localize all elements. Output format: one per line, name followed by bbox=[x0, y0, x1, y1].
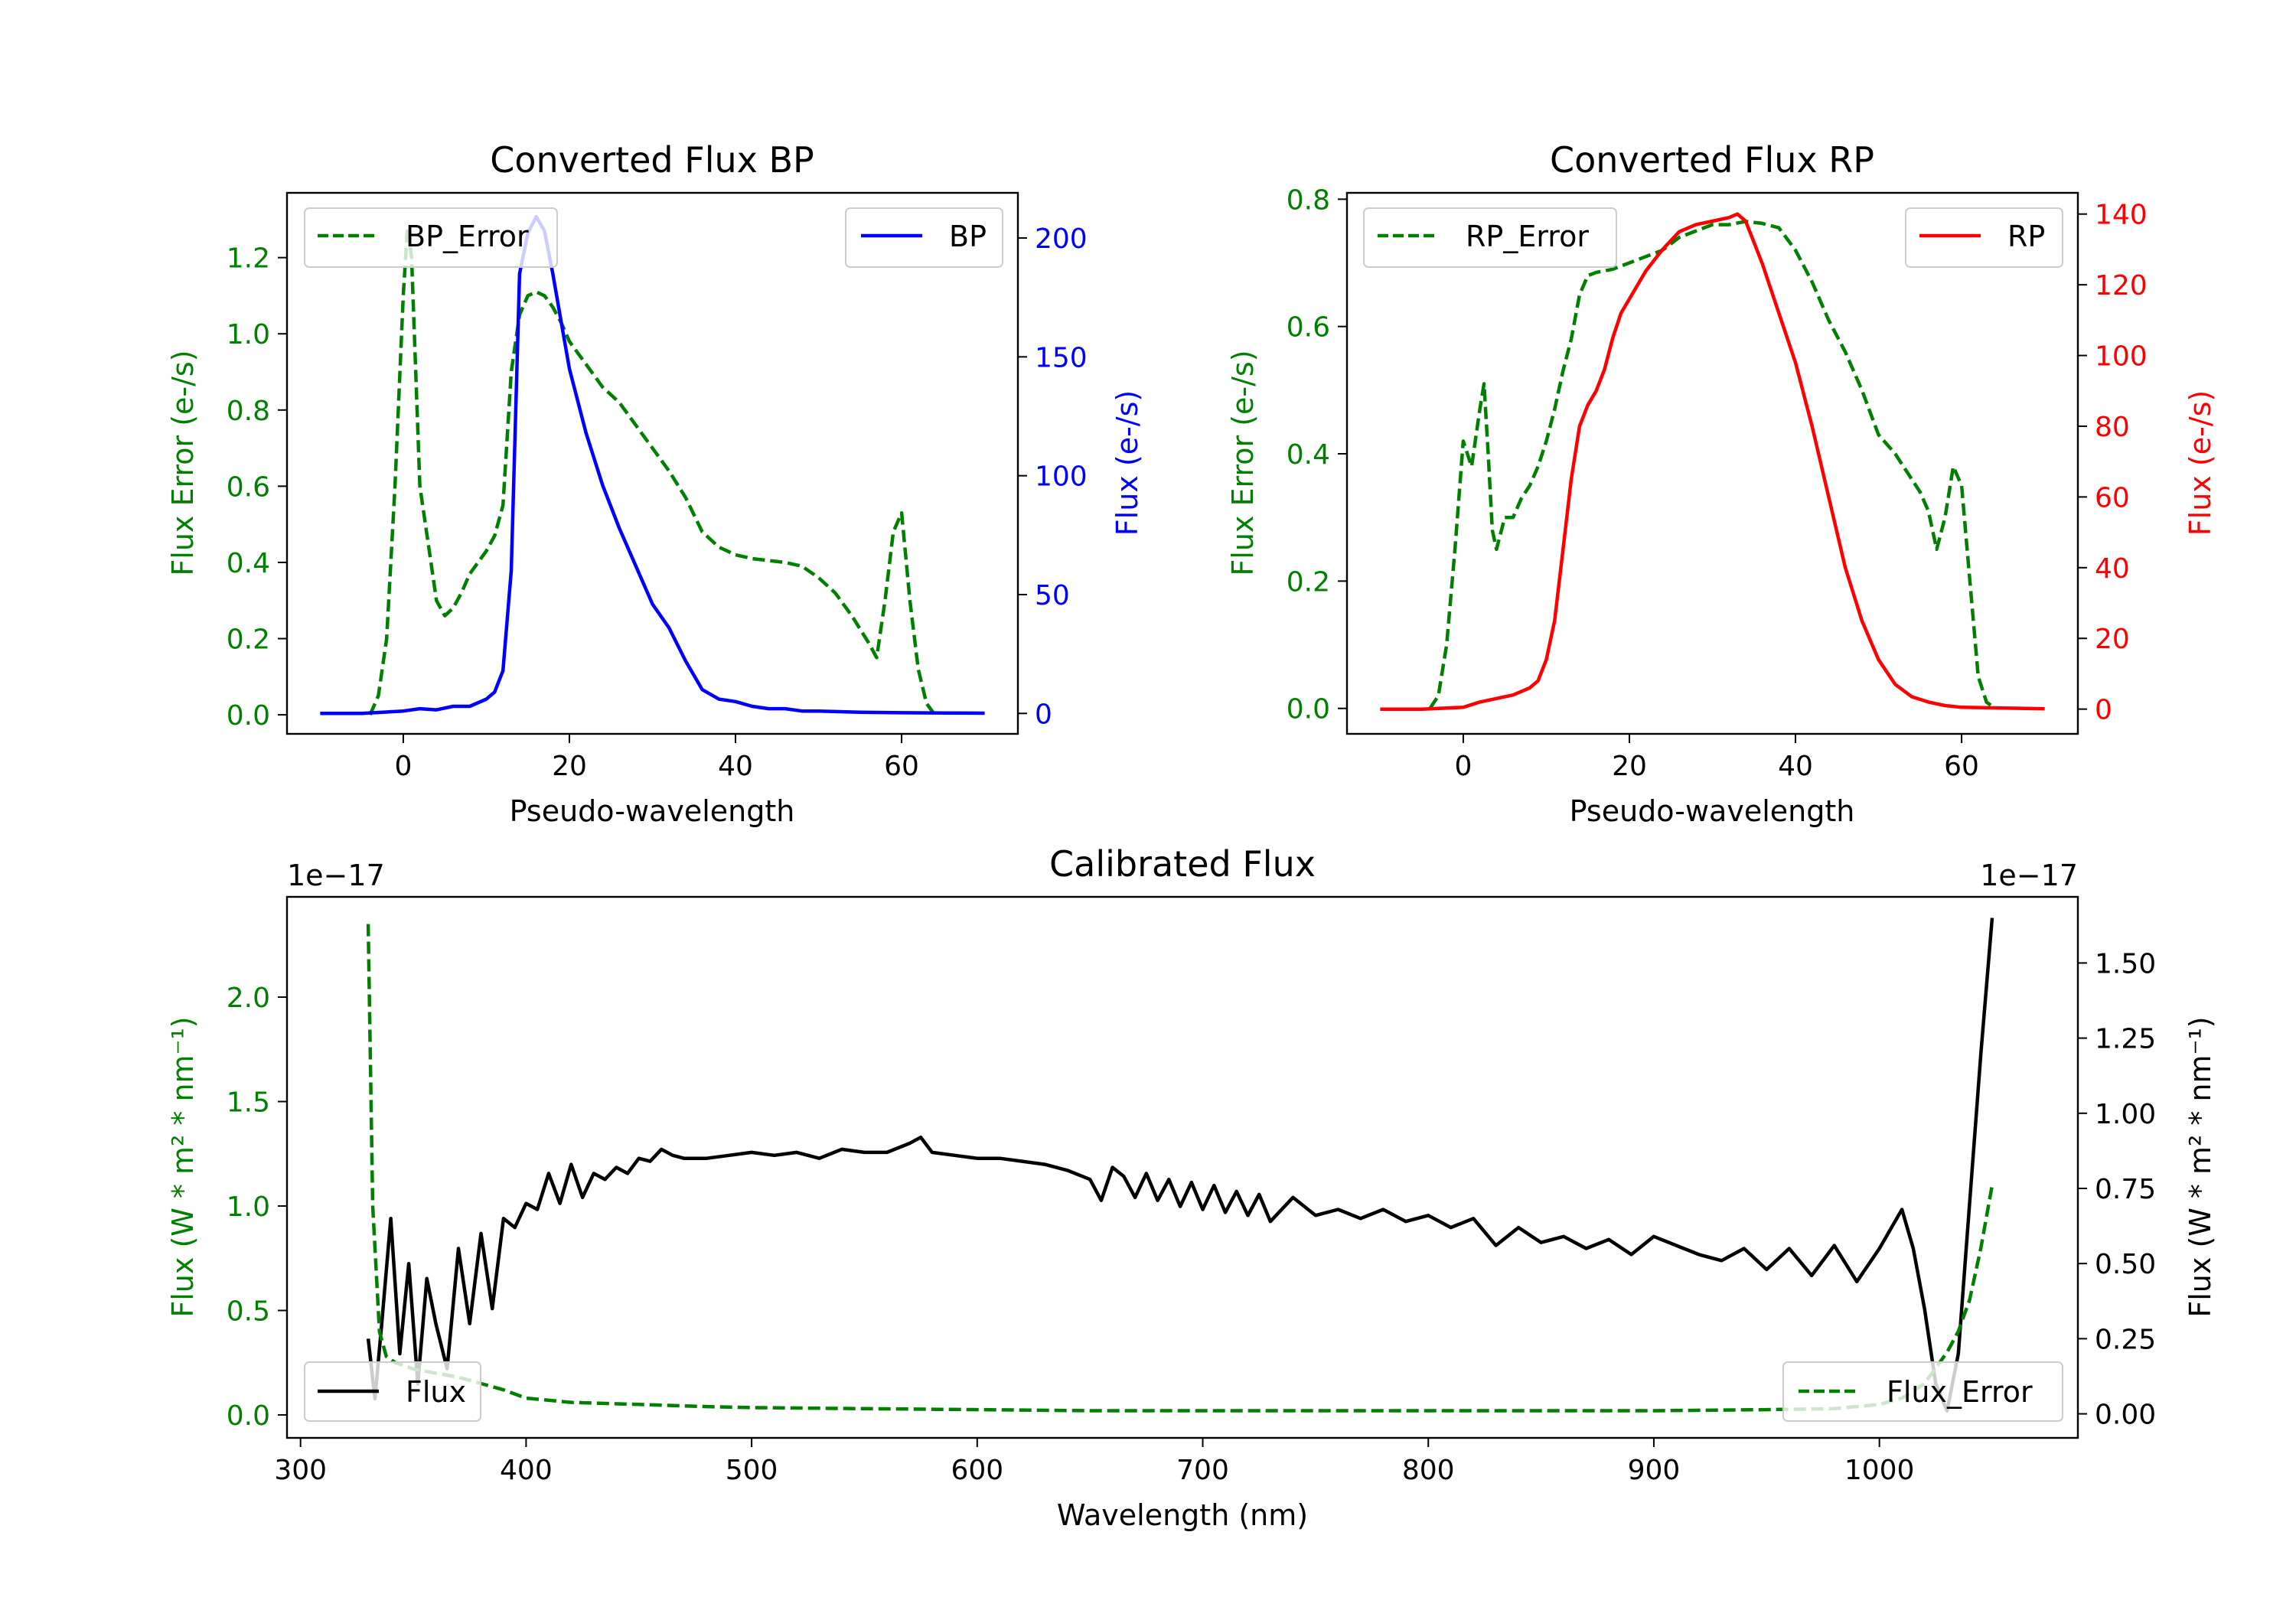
y-tick-label-right: 1.25 bbox=[2095, 1024, 2156, 1055]
y-tick-label-left: 0.6 bbox=[1287, 312, 1330, 344]
y-tick-label-right: 40 bbox=[2095, 553, 2130, 585]
legend-right: RP bbox=[1905, 207, 2063, 268]
y-axis-label-right: Flux (W * m² * nm⁻¹) bbox=[2183, 1016, 2217, 1317]
chart-title: Calibrated Flux bbox=[1049, 843, 1316, 885]
y-tick-label-left: 1.0 bbox=[227, 319, 270, 350]
y-axis-label-left: Flux Error (e-/s) bbox=[166, 350, 200, 575]
series-line-rp-error bbox=[1428, 220, 1996, 710]
y-tick-label-left: 1.2 bbox=[227, 243, 270, 275]
y-tick-label-right: 1.00 bbox=[2095, 1099, 2156, 1130]
y-offset-label-right: 1e−17 bbox=[1980, 859, 2078, 892]
x-tick-label: 40 bbox=[1778, 751, 1813, 782]
legend-label-flux-error: Flux_Error bbox=[1887, 1375, 2033, 1409]
y-axis-label-left: Flux (W * m² * nm⁻¹) bbox=[166, 1016, 200, 1317]
axes-frame bbox=[1345, 191, 2079, 735]
x-tick-label: 0 bbox=[394, 751, 412, 782]
y-tick-label-left: 0.6 bbox=[227, 471, 270, 503]
x-tick-label: 700 bbox=[1176, 1455, 1229, 1486]
series-line-bp bbox=[320, 214, 985, 715]
x-tick-label: 20 bbox=[1612, 751, 1647, 782]
x-tick-label: 60 bbox=[1944, 751, 1979, 782]
x-tick-label: 300 bbox=[274, 1455, 327, 1486]
y-tick-label-left: 0.2 bbox=[227, 624, 270, 656]
y-tick-label-left: 0.0 bbox=[1287, 694, 1330, 725]
x-axis-label: Pseudo-wavelength bbox=[1570, 794, 1855, 828]
x-tick-label: 20 bbox=[552, 751, 587, 782]
panel-bp: 0 20 40 60 0.0 0.2 0.4 0.6 0.8 1.0 1.2 0 50 100 150 200… bbox=[166, 139, 1144, 828]
axes-frame bbox=[285, 191, 1019, 735]
series-line-flux-error bbox=[366, 924, 1994, 1413]
y-tick-label-right: 0.50 bbox=[2095, 1249, 2156, 1280]
y-tick-label-left: 0.8 bbox=[227, 396, 270, 427]
series-line-rp bbox=[1380, 212, 2045, 711]
y-tick-label-left: 0.0 bbox=[227, 1400, 270, 1432]
x-tick-label: 800 bbox=[1402, 1455, 1455, 1486]
y-tick-label-right: 100 bbox=[1035, 461, 1088, 493]
y-tick-label-right: 0.75 bbox=[2095, 1174, 2156, 1205]
legend-label-flux: Flux bbox=[406, 1375, 466, 1409]
y-tick-label-right: 200 bbox=[1035, 223, 1088, 255]
y-tick-label-left: 0.0 bbox=[227, 700, 270, 732]
legend-label-rp: RP bbox=[2007, 220, 2045, 253]
x-tick-label: 400 bbox=[500, 1455, 553, 1486]
x-axis-label: Pseudo-wavelength bbox=[510, 794, 795, 828]
y-tick-label-right: 150 bbox=[1035, 342, 1088, 373]
chart-title: Converted Flux RP bbox=[1550, 139, 1874, 181]
y-axis-label-right: Flux (e-/s) bbox=[2183, 390, 2217, 536]
y-tick-label-right: 140 bbox=[2095, 200, 2148, 231]
legend-label-bp-error: BP_Error bbox=[406, 220, 529, 253]
x-tick-label: 1000 bbox=[1844, 1455, 1915, 1486]
y-tick-label-left: 0.4 bbox=[227, 548, 270, 579]
series-line-bp-error bbox=[368, 225, 937, 716]
x-tick-label: 40 bbox=[718, 751, 753, 782]
legend-label-rp-error: RP_Error bbox=[1466, 220, 1589, 253]
x-tick-label: 500 bbox=[726, 1455, 778, 1486]
legend-left: Flux bbox=[304, 1361, 481, 1422]
legend-label-bp: BP bbox=[949, 220, 987, 253]
y-tick-label-right: 80 bbox=[2095, 412, 2130, 443]
y-tick-label-right: 0.00 bbox=[2095, 1400, 2156, 1431]
x-axis-label: Wavelength (nm) bbox=[1057, 1498, 1308, 1532]
y-tick-label-right: 0 bbox=[1035, 699, 1052, 730]
legend-right: Flux_Error bbox=[1782, 1361, 2063, 1422]
x-tick-label: 60 bbox=[884, 751, 919, 782]
y-tick-label-left: 1.0 bbox=[227, 1191, 270, 1223]
axes-frame bbox=[285, 895, 2079, 1439]
series-line-flux bbox=[366, 918, 1994, 1413]
y-tick-label-left: 0.5 bbox=[227, 1296, 270, 1327]
legend-right: BP bbox=[845, 207, 1003, 268]
legend-left: RP_Error bbox=[1363, 207, 1617, 268]
y-tick-label-right: 0.25 bbox=[2095, 1324, 2156, 1355]
y-axis-label-left: Flux Error (e-/s) bbox=[1226, 350, 1260, 575]
y-tick-label-left: 0.8 bbox=[1287, 184, 1330, 216]
y-tick-label-left: 0.4 bbox=[1287, 439, 1330, 471]
x-tick-label: 900 bbox=[1628, 1455, 1681, 1486]
y-tick-label-right: 60 bbox=[2095, 482, 2130, 513]
y-tick-label-left: 0.2 bbox=[1287, 566, 1330, 598]
y-tick-label-right: 0 bbox=[2095, 695, 2112, 726]
y-offset-label-left: 1e−17 bbox=[287, 859, 385, 892]
y-tick-label-right: 50 bbox=[1035, 580, 1070, 611]
panel-calibrated: 300 400 500 600 700 800 900 1000 0.0 0.5 1.0 1.5 2.0… bbox=[166, 843, 2217, 1532]
x-tick-label: 0 bbox=[1454, 751, 1472, 782]
x-tick-label: 600 bbox=[951, 1455, 1003, 1486]
y-axis-label-right: Flux (e-/s) bbox=[1110, 390, 1144, 536]
y-tick-label-right: 120 bbox=[2095, 270, 2148, 302]
chart-title: Converted Flux BP bbox=[490, 139, 814, 181]
panel-rp: 0 20 40 60 0.0 0.2 0.4 0.6 0.8 0 20 40 60 80 100 120 140… bbox=[1226, 139, 2217, 828]
legend-left: BP_Error bbox=[304, 207, 558, 268]
y-tick-label-right: 20 bbox=[2095, 624, 2130, 655]
y-tick-label-left: 1.5 bbox=[227, 1087, 270, 1119]
y-tick-label-left: 2.0 bbox=[227, 983, 270, 1014]
y-tick-label-right: 100 bbox=[2095, 341, 2148, 373]
y-tick-label-right: 1.50 bbox=[2095, 948, 2156, 980]
